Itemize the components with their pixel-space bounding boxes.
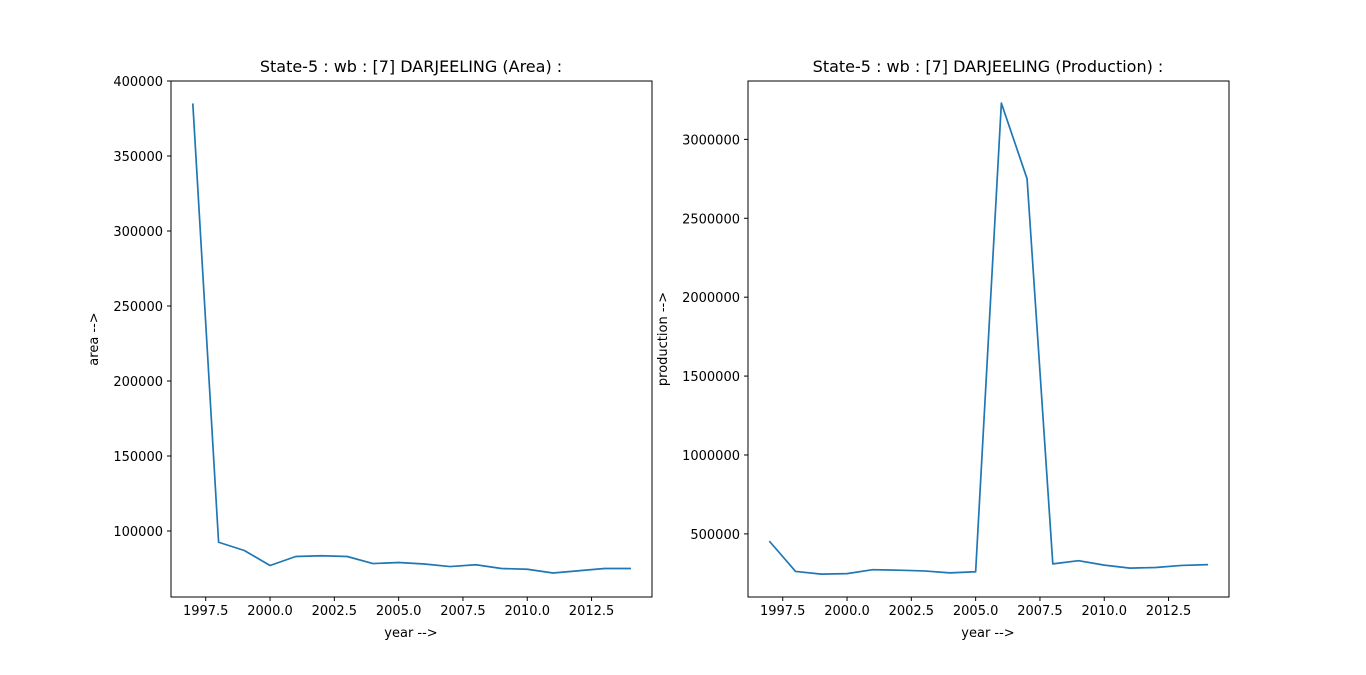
production-x-tick-label: 2005.0 xyxy=(953,604,999,619)
production-series-line xyxy=(768,102,1209,575)
production-plot-frame xyxy=(747,80,1230,598)
production-y-axis-label: production --> xyxy=(656,292,671,386)
production-y-tick-label: 1500000 xyxy=(682,370,740,385)
area-y-tick-label: 350000 xyxy=(113,150,163,165)
production-x-axis-label: year --> xyxy=(961,626,1014,641)
production-y-tick-label: 1000000 xyxy=(682,449,740,464)
production-x-tick-label: 1997.5 xyxy=(760,604,806,619)
production-x-tick-label: 2002.5 xyxy=(889,604,935,619)
area-x-tick-label: 1997.5 xyxy=(183,604,229,619)
production-chart-title: State-5 : wb : [7] DARJEELING (Productio… xyxy=(813,57,1164,76)
area-x-tick-label: 2002.5 xyxy=(312,604,358,619)
area-y-axis-label: area --> xyxy=(87,312,102,365)
production-x-tick-label: 2000.0 xyxy=(824,604,870,619)
area-x-tick-label: 2012.5 xyxy=(569,604,615,619)
production-y-tick-label: 2500000 xyxy=(682,212,740,227)
area-chart: State-5 : wb : [7] DARJEELING (Area) : y… xyxy=(87,57,653,641)
production-y-tick-label: 3000000 xyxy=(682,133,740,148)
area-x-tick-label: 2007.5 xyxy=(440,604,486,619)
production-chart: State-5 : wb : [7] DARJEELING (Productio… xyxy=(656,57,1230,641)
production-x-tick-label: 2007.5 xyxy=(1017,604,1063,619)
area-x-tick-label: 2005.0 xyxy=(376,604,422,619)
area-y-tick-label: 400000 xyxy=(113,75,163,90)
production-y-tick-label: 2000000 xyxy=(682,291,740,306)
production-x-tick-label: 2012.5 xyxy=(1146,604,1192,619)
area-series-line xyxy=(191,103,631,574)
area-y-tick-label: 100000 xyxy=(113,525,163,540)
area-x-tick-label: 2010.0 xyxy=(504,604,550,619)
production-y-tick-label: 500000 xyxy=(690,528,740,543)
area-x-axis-label: year --> xyxy=(384,626,437,641)
area-y-tick-label: 300000 xyxy=(113,225,163,240)
area-plot-frame xyxy=(170,80,653,598)
area-y-tick-label: 200000 xyxy=(113,375,163,390)
area-y-tick-label: 150000 xyxy=(113,450,163,465)
production-x-tick-label: 2010.0 xyxy=(1081,604,1127,619)
area-chart-title: State-5 : wb : [7] DARJEELING (Area) : xyxy=(260,57,562,76)
area-y-tick-label: 250000 xyxy=(113,300,163,315)
area-x-tick-label: 2000.0 xyxy=(247,604,293,619)
